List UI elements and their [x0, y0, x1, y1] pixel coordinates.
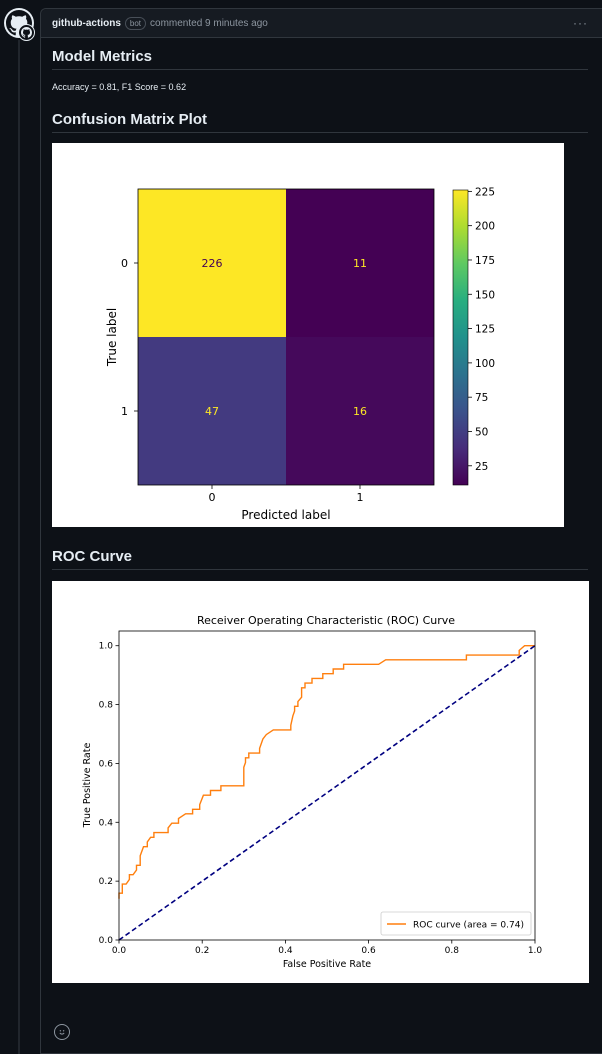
roc-xtick-label: 0.4 — [278, 946, 293, 956]
roc-ytick-label: 0.4 — [99, 818, 114, 828]
roc-xlabel: False Positive Rate — [283, 959, 371, 970]
roc-ytick-label: 0.8 — [99, 701, 114, 711]
confusion-matrix-chart: 226 11 47 16 0 1 0 1 Predicted label True lab… — [105, 186, 495, 522]
roc-ytick-label: 0.6 — [99, 759, 114, 769]
cm-cell — [138, 337, 286, 485]
smiley-icon — [59, 1030, 65, 1035]
roc-ytick-label: 0.2 — [99, 877, 113, 887]
roc-curve-line — [118, 645, 535, 899]
cm-cell — [138, 189, 286, 337]
cm-colorbar — [452, 189, 469, 486]
roc-heading: ROC Curve — [52, 548, 588, 570]
roc-title: Receiver Operating Characteristic (ROC) … — [197, 614, 455, 627]
github-small-icon — [21, 27, 32, 38]
cm-ytick-label: 0 — [121, 257, 128, 270]
cm-cell-label: 47 — [205, 405, 219, 418]
kebab-menu-icon[interactable]: ··· — [573, 16, 588, 30]
roc-xtick-label: 1.0 — [528, 946, 543, 956]
timeline-line — [18, 40, 20, 1054]
bot-badge-icon — [18, 24, 35, 41]
comment-timestamp[interactable]: commented 9 minutes ago — [150, 17, 268, 29]
cm-ytick-label: 1 — [121, 405, 128, 418]
roc-figure: Receiver Operating Characteristic (ROC) … — [52, 581, 589, 983]
cm-frame — [137, 188, 435, 486]
roc-ytick-label: 1.0 — [99, 642, 114, 652]
cm-xlabel: Predicted label — [241, 508, 330, 522]
roc-xtick-label: 0.6 — [361, 946, 376, 956]
confusion-matrix-heading: Confusion Matrix Plot — [52, 111, 588, 133]
roc-xtick-label: 0.0 — [112, 946, 127, 956]
cm-colorbar-tick-label: 150 — [475, 289, 495, 301]
cm-cell-label: 16 — [353, 405, 367, 418]
cm-cell — [286, 337, 434, 485]
roc-diagonal-line — [118, 645, 536, 941]
cm-xtick-label: 0 — [209, 491, 216, 504]
metrics-text: Accuracy = 0.81, F1 Score = 0.62 — [52, 82, 187, 92]
cm-ylabel: True label — [105, 308, 119, 367]
cm-colorbar-tick-label: 50 — [475, 426, 488, 438]
bot-label: bot — [124, 16, 147, 30]
cm-colorbar-tick-label: 175 — [475, 255, 495, 267]
cm-colorbar-tick-label: 125 — [475, 324, 495, 336]
author-link[interactable]: github-actions — [52, 17, 121, 29]
roc-chart: Receiver Operating Characteristic (ROC) … — [82, 614, 543, 970]
cm-cell — [286, 189, 434, 337]
roc-xtick-label: 0.8 — [445, 946, 460, 956]
add-reaction-icon[interactable] — [54, 1024, 70, 1040]
cm-colorbar-tick-label: 225 — [475, 186, 495, 198]
roc-legend: ROC curve (area = 0.74) — [380, 911, 532, 936]
cm-colorbar-tick-label: 75 — [475, 392, 488, 404]
roc-ylabel: True Positive Rate — [82, 743, 93, 829]
cm-xtick-label: 1 — [357, 491, 364, 504]
cm-colorbar-tick-label: 200 — [475, 221, 495, 233]
legend-label: ROC curve (area = 0.74) — [413, 921, 524, 931]
comment-header: github-actions bot commented 9 minutes a… — [41, 9, 602, 38]
metrics-heading: Model Metrics — [52, 48, 588, 70]
cm-colorbar-tick-label: 100 — [475, 358, 495, 370]
roc-ytick-label: 0.0 — [99, 936, 114, 946]
cm-colorbar-tick-label: 25 — [475, 461, 488, 473]
confusion-matrix-figure: 226 11 47 16 0 1 0 1 Predicted label True lab… — [52, 143, 564, 527]
comment-box: github-actions bot commented 9 minutes a… — [40, 8, 602, 1054]
roc-xtick-label: 0.2 — [195, 946, 209, 956]
cm-cell-label: 226 — [202, 257, 223, 270]
cm-cell-label: 11 — [353, 257, 367, 270]
roc-frame — [118, 630, 536, 941]
